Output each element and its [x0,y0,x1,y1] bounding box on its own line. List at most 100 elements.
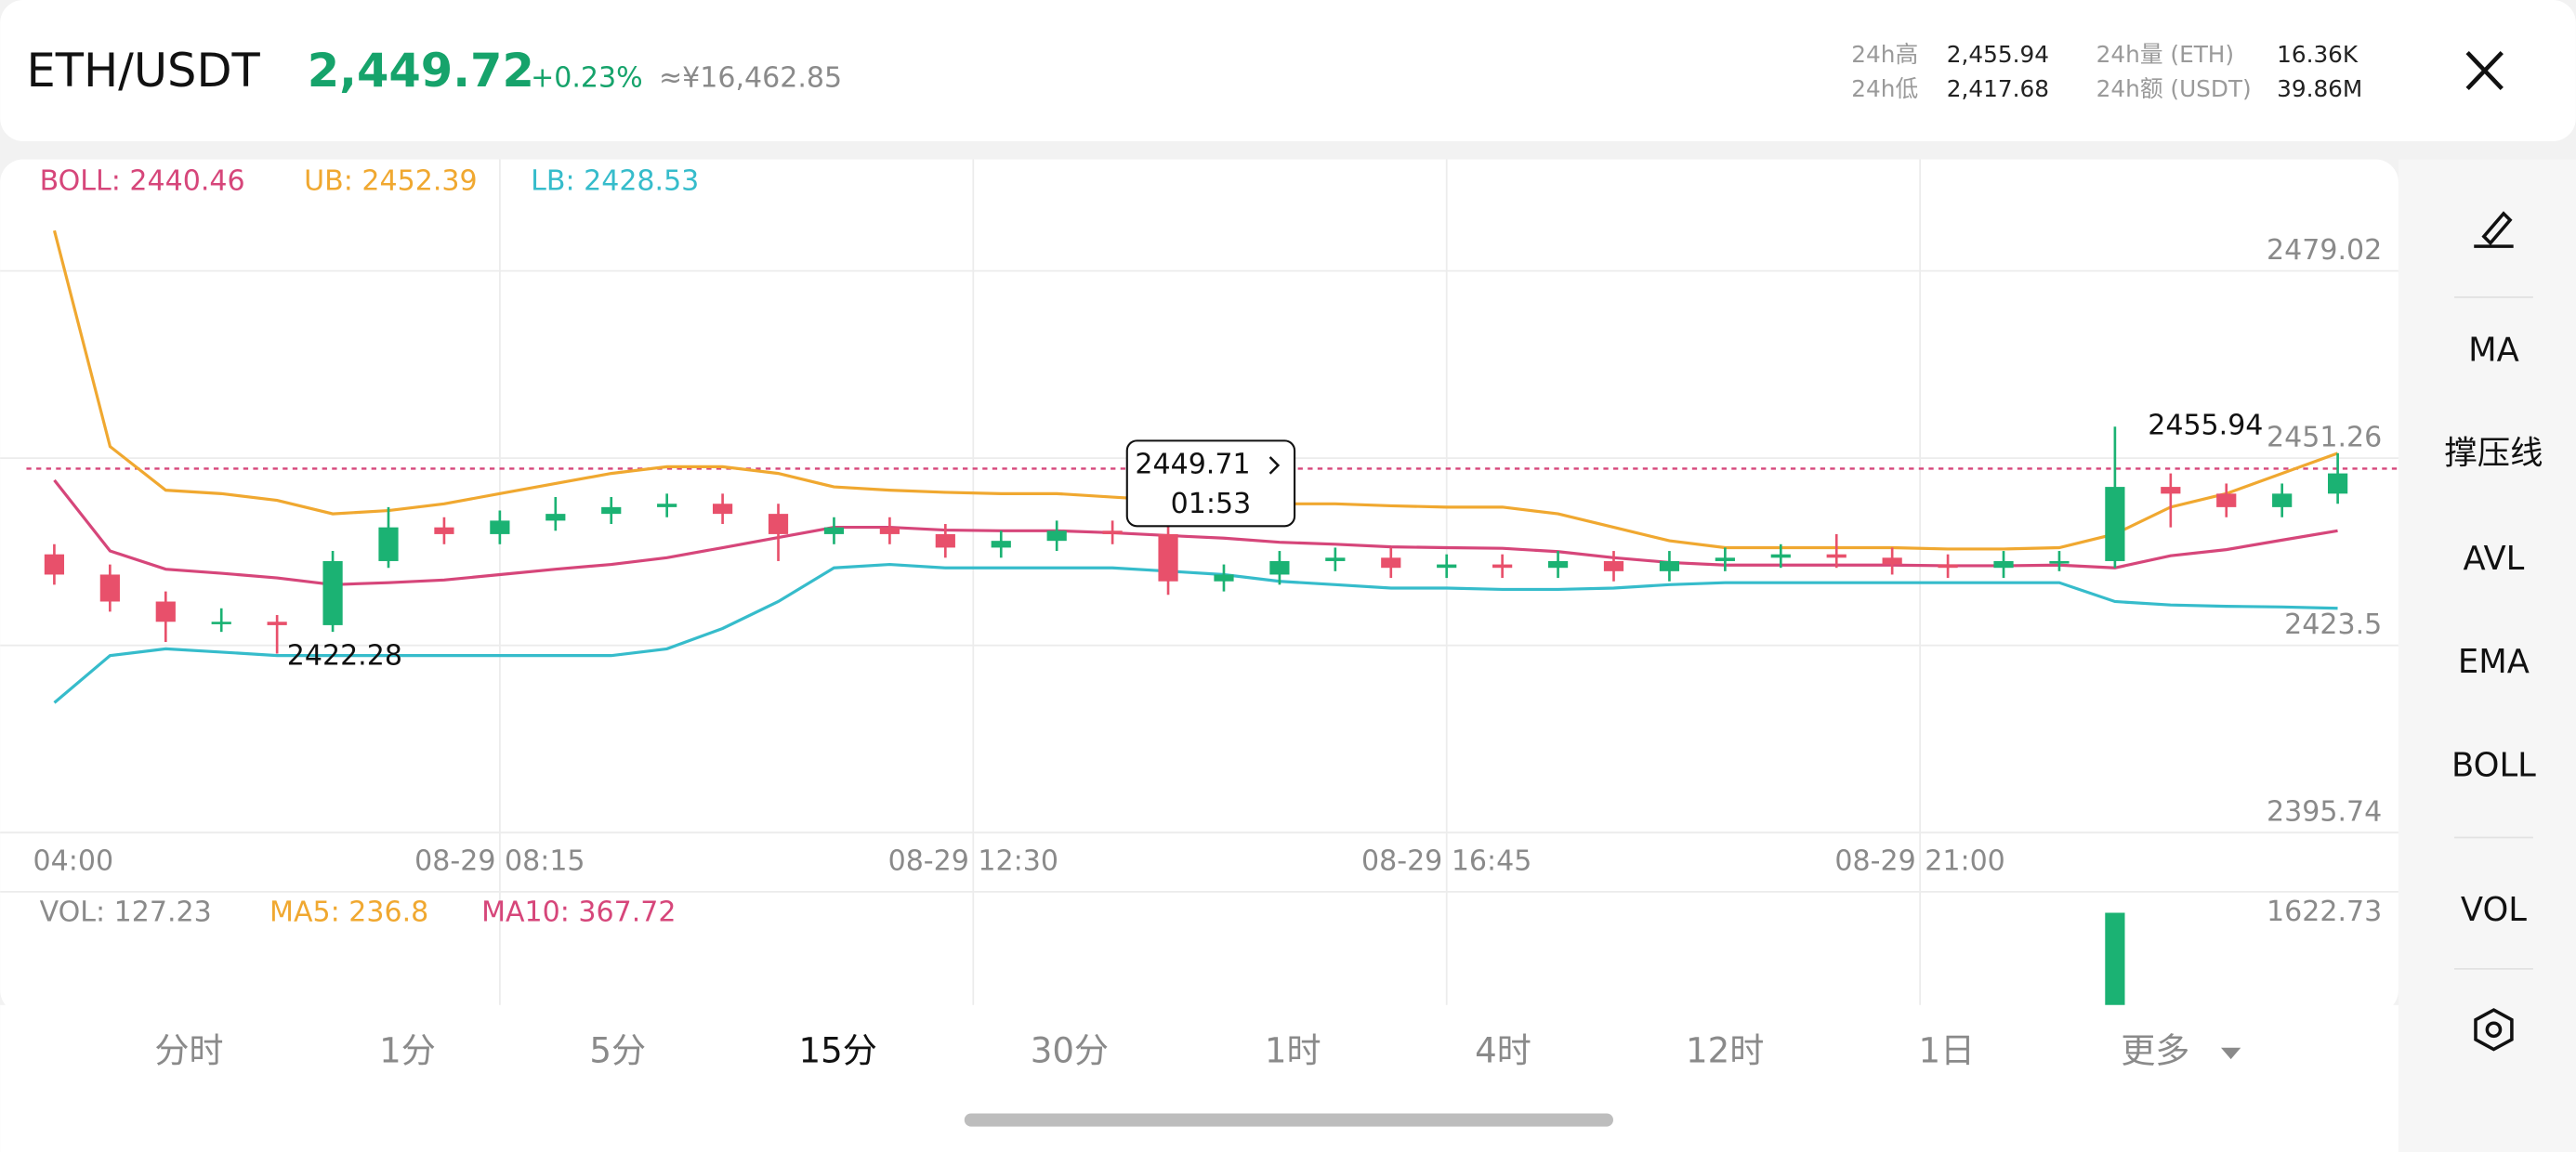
candle-body [155,601,176,622]
candle-body [1603,560,1624,571]
candle-body [545,514,566,521]
low-label: 2422.28 [287,640,402,673]
header-bg [0,0,2576,142]
candle-body [1547,560,1569,569]
candle-body [2272,493,2293,507]
candle-body [1938,564,1958,569]
timeframe-tab[interactable]: 1时 [1265,1031,1321,1071]
sidebar-item[interactable]: VOL [2461,891,2527,929]
candle-body [322,560,343,625]
x-tick-label: 08-29 12:30 [888,845,1058,878]
sidebar-item[interactable]: 撑压线 [2444,435,2543,473]
volume-legend: MA10: 367.72 [481,896,676,928]
candle-body [1437,564,1457,569]
candle-body [768,514,789,534]
candle-body [823,527,845,534]
volume-bar [2105,912,2125,1005]
candle-body [44,554,65,575]
y-tick-label: 2423.5 [2284,609,2382,641]
cny-price: ≈¥16,462.85 [659,61,842,94]
candle-body [712,504,733,515]
candle-body [2105,487,2125,561]
price-box-countdown: 01:53 [1171,488,1252,520]
sidebar-item[interactable]: MA [2468,331,2519,369]
candle-body [267,622,287,625]
price-box-arrow [1268,456,1281,475]
candle-body [211,622,231,624]
candle-body [1659,560,1680,571]
high-label: 2455.94 [2148,410,2263,442]
candle-body [2328,473,2348,494]
legend-entry: BOLL: 2440.46 [40,165,245,198]
candle-body [1046,530,1067,542]
volume-tick-label: 1622.73 [2267,896,2382,928]
candle-body [1214,574,1234,582]
timeframe-tab[interactable]: 更多 [2121,1031,2189,1071]
price-box-price: 2449.71 [1135,448,1250,480]
timeframe-tab[interactable]: 分时 [154,1031,223,1071]
chart-card [0,159,2399,1014]
draw-tool[interactable] [2474,211,2514,248]
candle-body [1826,554,1847,558]
x-tick-label: 08-29 21:00 [1834,845,2004,878]
timeframe-tab[interactable]: 12时 [1686,1031,1764,1071]
candle-body [2161,487,2181,494]
sidebar-item[interactable]: AVL [2464,540,2525,578]
close-button[interactable] [2465,50,2504,91]
x-tick-label: 08-29 16:45 [1361,845,1531,878]
timeframe-tab[interactable]: 30分 [1031,1031,1109,1071]
candle-body [935,533,955,548]
timeframe-tab[interactable]: 1分 [379,1031,436,1071]
sidebar-item[interactable]: BOLL [2451,746,2536,784]
x-tick-label: 08-29 08:15 [414,845,585,878]
candle-body [1158,533,1178,582]
candle-body [1882,557,1902,565]
candle-body [879,527,900,534]
y-tick-label: 2395.74 [2267,795,2382,828]
timeframe-tab[interactable]: 15分 [798,1031,876,1071]
dropdown-arrow [2221,1047,2241,1060]
candle-body [601,506,622,515]
volume-legend: MA5: 236.8 [269,896,428,928]
sidebar-item[interactable]: EMA [2458,643,2530,681]
legend-entry: UB: 2452.39 [304,165,477,198]
candle-body [378,527,399,561]
indicator-line [53,562,2338,704]
timeframe-tab[interactable]: 5分 [589,1031,646,1071]
candle-body [490,520,510,534]
home-indicator [964,1113,1613,1127]
candle-body [2216,493,2237,507]
candle-body [1102,530,1123,534]
candle-body [1770,554,1791,558]
candle-body [657,504,677,507]
timeframe-tab[interactable]: 4时 [1475,1031,1531,1071]
candle-body [434,527,454,534]
price-pane [26,229,2399,704]
candle-body [1715,557,1735,561]
candle-body [1325,557,1346,561]
stat-label: 24h额 (USDT) [2096,75,2252,102]
candle-body [991,541,1011,548]
stat-label: 24h量 (ETH) [2096,41,2234,68]
change: +0.23% [531,61,643,94]
price-box[interactable] [1125,439,1296,528]
last-price: 2,449.72 [308,44,534,98]
volume-legend: VOL: 127.23 [40,896,212,928]
pair: ETH/USDT [26,44,260,98]
timeframe-tab[interactable]: 1日 [1918,1031,1975,1071]
tab-bar [0,1004,2399,1152]
candle-body [2049,560,2070,564]
stat-value: 39.86M [2277,75,2362,102]
stat-value: 16.36K [2277,41,2359,68]
candle-body [1269,560,1290,575]
candle-body [1993,560,2014,569]
candle-body [99,574,120,602]
stat-value: 2,417.68 [1947,75,2049,102]
sidebar [2398,159,2576,1152]
volume-pane [2105,912,2125,1005]
settings-button[interactable] [2474,1008,2514,1052]
stat-value: 2,455.94 [1947,41,2049,68]
candle-body [1492,564,1513,569]
